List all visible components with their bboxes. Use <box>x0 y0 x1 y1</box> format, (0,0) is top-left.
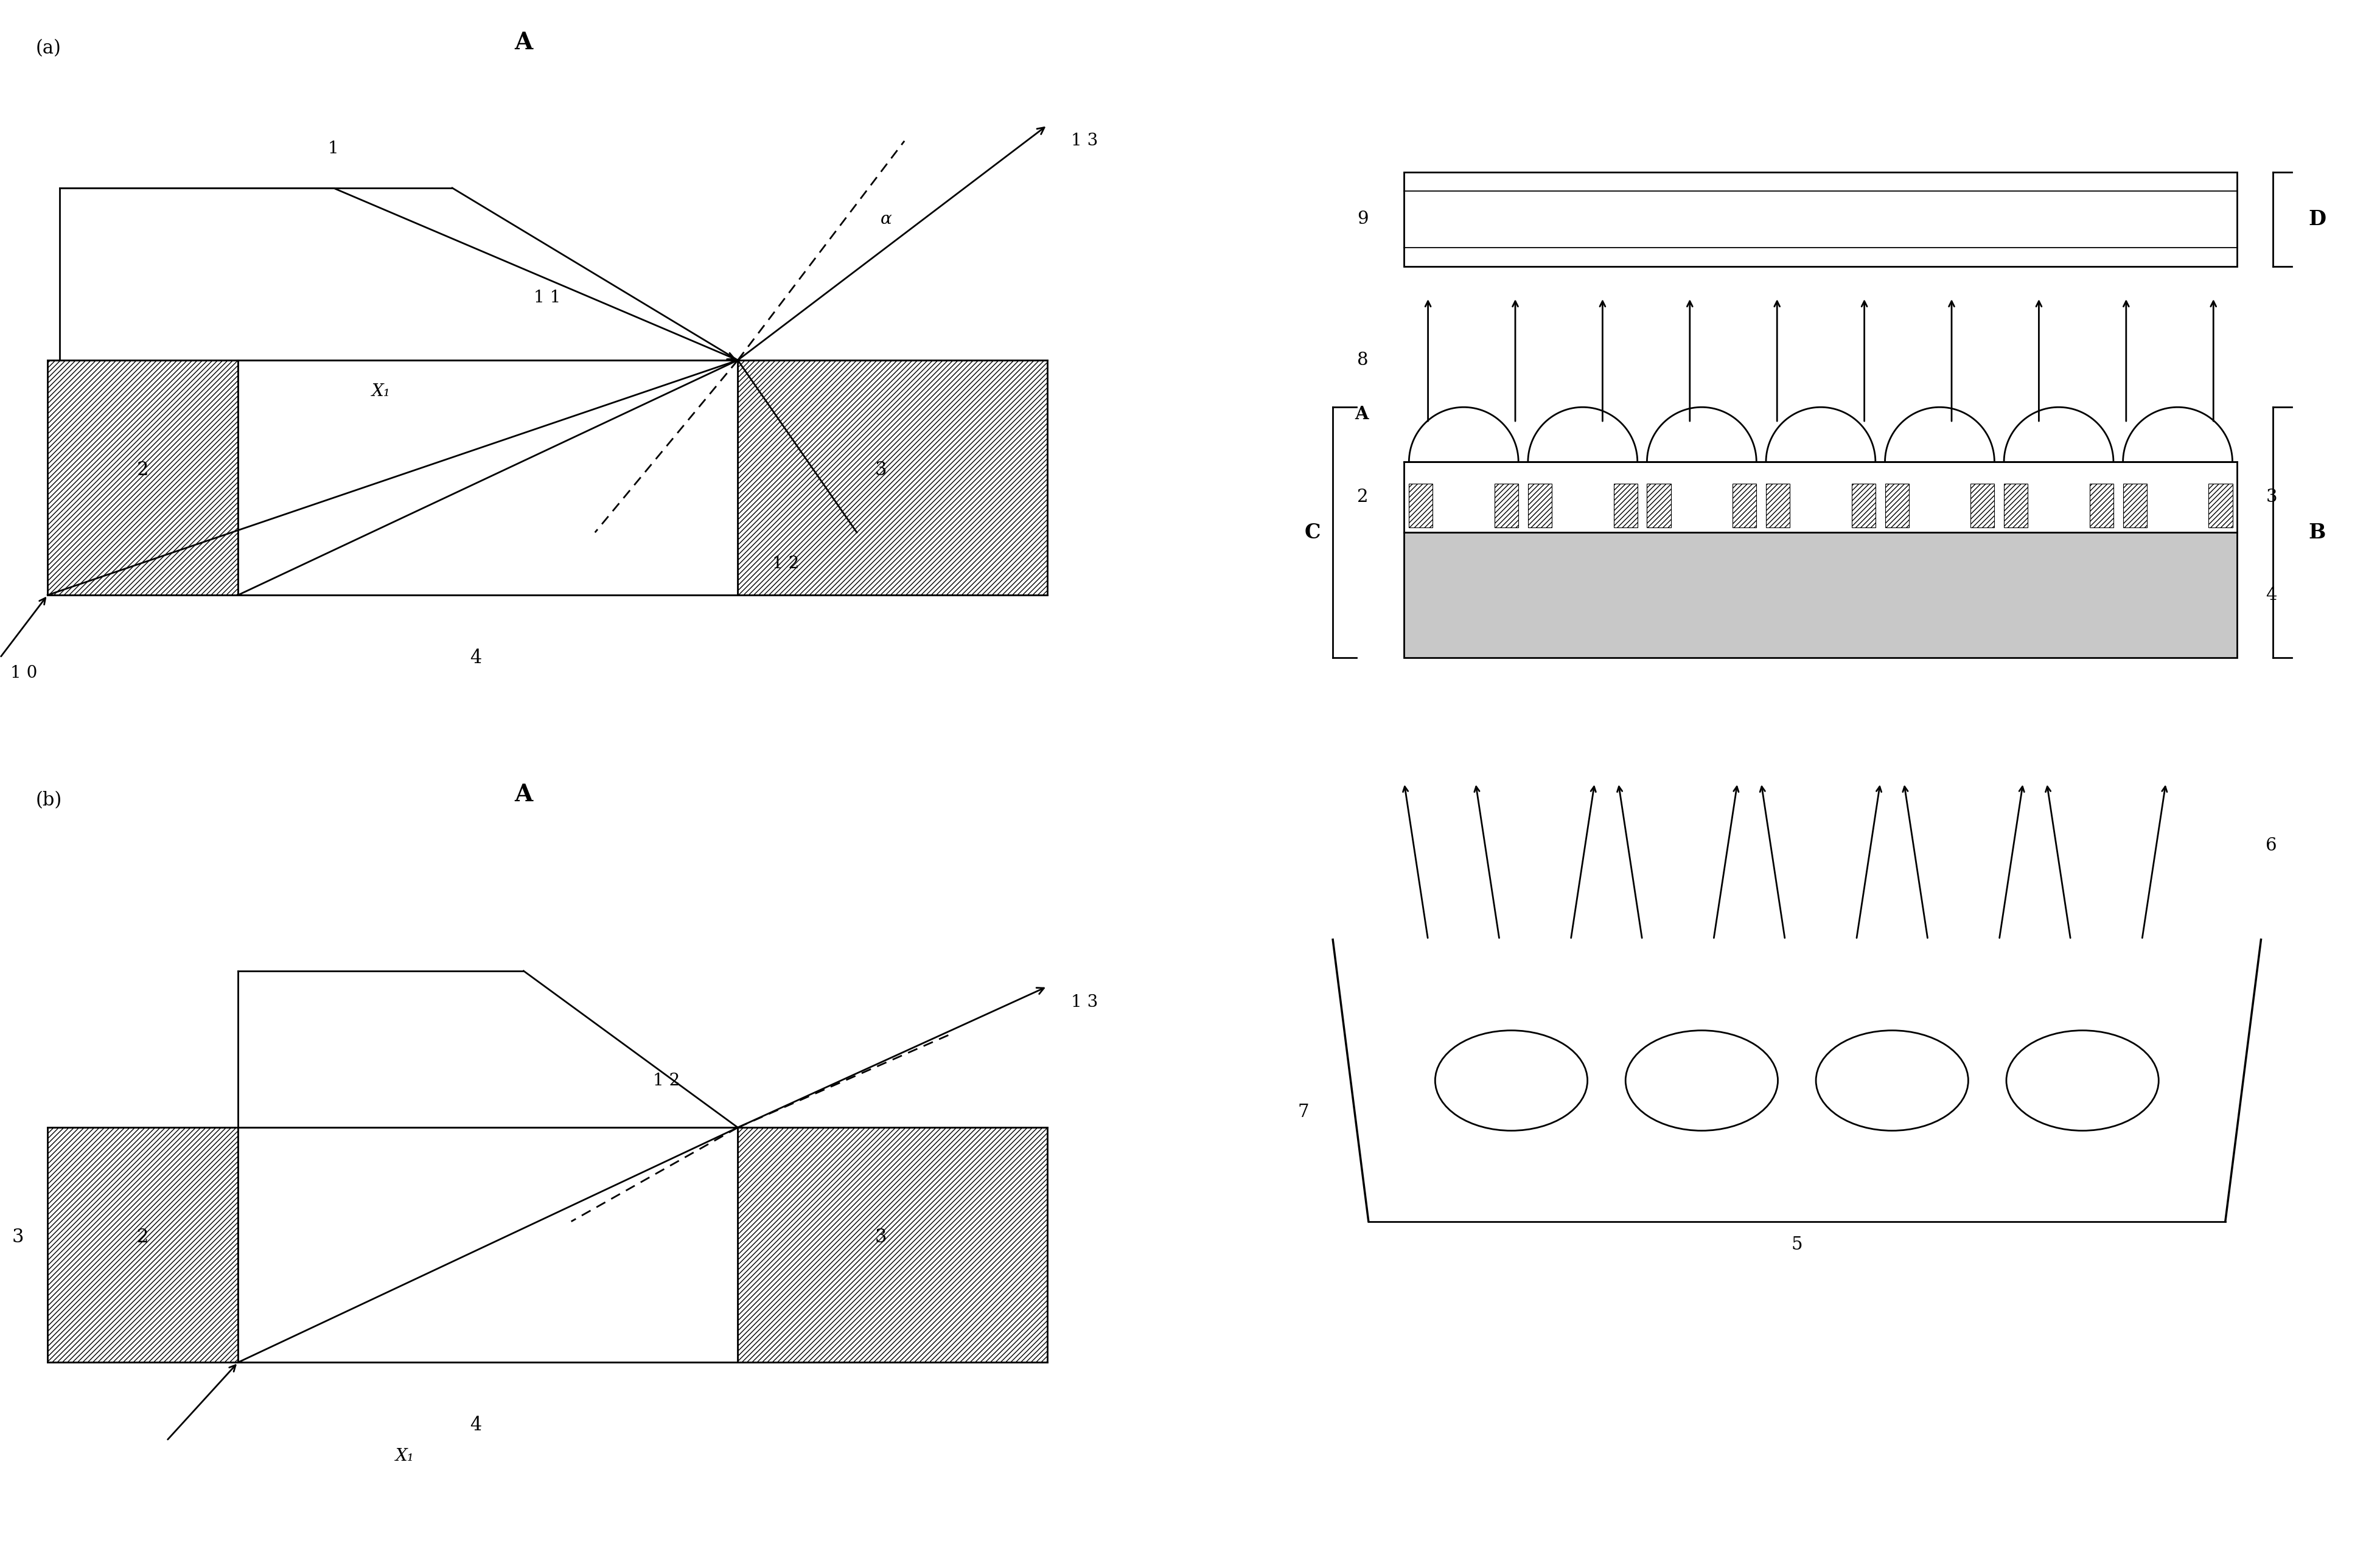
Circle shape <box>1435 1030 1587 1131</box>
Text: 1 2: 1 2 <box>771 556 800 572</box>
Text: 2: 2 <box>1357 489 1368 506</box>
Bar <box>1404 462 2237 532</box>
Text: 6: 6 <box>2266 838 2278 853</box>
Text: 1 3: 1 3 <box>1071 994 1097 1010</box>
Bar <box>1528 484 1552 528</box>
Bar <box>1647 484 1671 528</box>
Text: D: D <box>2309 210 2325 229</box>
Text: 9: 9 <box>1357 211 1368 227</box>
Bar <box>238 1128 738 1362</box>
Bar <box>1766 484 1790 528</box>
Text: 2: 2 <box>138 1228 148 1247</box>
Bar <box>1614 484 1637 528</box>
Text: B: B <box>2309 523 2325 542</box>
Bar <box>1495 484 1518 528</box>
Text: (b): (b) <box>36 791 62 810</box>
Text: 7: 7 <box>1297 1104 1309 1120</box>
Bar <box>238 360 738 595</box>
Bar <box>2209 484 2232 528</box>
Bar <box>2090 484 2113 528</box>
Circle shape <box>1626 1030 1778 1131</box>
Text: A: A <box>514 783 533 806</box>
Bar <box>48 1128 238 1362</box>
Text: 3: 3 <box>12 1228 24 1247</box>
Text: A: A <box>514 31 533 55</box>
Bar <box>738 1128 1047 1362</box>
Circle shape <box>2006 1030 2159 1131</box>
Text: 5: 5 <box>1792 1237 1802 1253</box>
Text: 1 0: 1 0 <box>10 666 38 681</box>
Text: 8: 8 <box>1357 352 1368 368</box>
Text: α: α <box>881 211 892 227</box>
Bar <box>48 360 238 595</box>
Text: 1 3: 1 3 <box>1071 133 1097 149</box>
Circle shape <box>1816 1030 1968 1131</box>
Text: 3: 3 <box>876 1228 885 1247</box>
Bar <box>1409 484 1433 528</box>
Bar <box>2004 484 2028 528</box>
Text: 4: 4 <box>2266 587 2278 603</box>
Text: A: A <box>1354 406 1368 423</box>
Text: 1: 1 <box>328 141 338 157</box>
Text: 4: 4 <box>471 648 481 667</box>
Bar <box>1733 484 1756 528</box>
Text: X₁: X₁ <box>371 384 390 399</box>
Text: 3: 3 <box>2266 489 2278 506</box>
Text: 1 1: 1 1 <box>533 290 562 305</box>
Bar <box>1404 172 2237 266</box>
Text: 1 2: 1 2 <box>652 1073 681 1088</box>
Text: C: C <box>1304 523 1321 542</box>
Text: 4: 4 <box>471 1416 481 1434</box>
Bar <box>2123 484 2147 528</box>
Bar <box>1971 484 1994 528</box>
Text: 2: 2 <box>138 460 148 479</box>
Bar <box>1404 532 2237 658</box>
Text: X₁: X₁ <box>395 1449 414 1464</box>
Bar <box>1885 484 1909 528</box>
Text: 3: 3 <box>876 460 885 479</box>
Bar <box>738 360 1047 595</box>
Text: (a): (a) <box>36 39 62 58</box>
Bar <box>1852 484 1875 528</box>
